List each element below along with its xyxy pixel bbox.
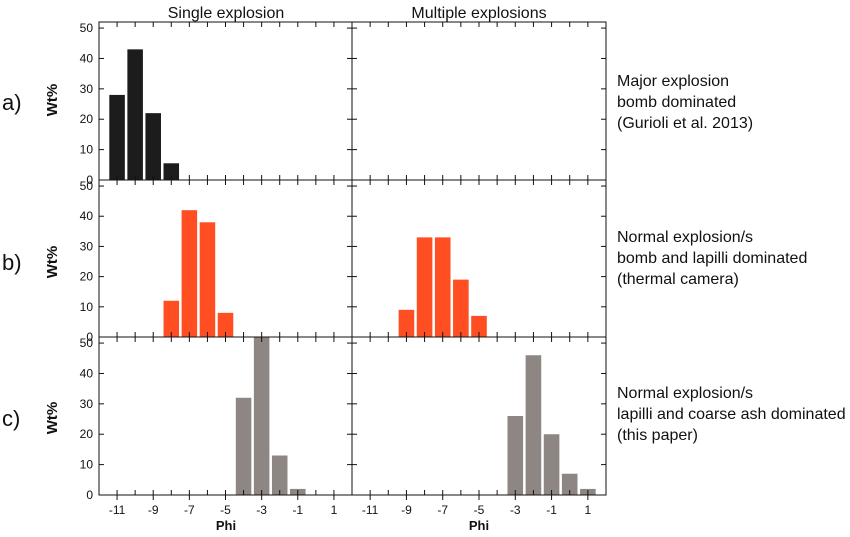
bar [127, 49, 143, 180]
y-axis-label-c: Wt% [44, 402, 61, 435]
y-axis-label-a: Wt% [44, 84, 61, 117]
bar [217, 312, 234, 337]
bar [145, 113, 161, 180]
y-tick-label: 30 [80, 397, 94, 411]
y-tick-label: 0 [86, 488, 93, 502]
x-tick-label: -3 [510, 503, 521, 517]
description-b-line-3: (thermal camera) [617, 271, 739, 288]
y-tick-label: 0 [86, 330, 93, 344]
bar [163, 300, 180, 337]
y-tick-label: 30 [80, 82, 94, 96]
description-c-line-2: lapilli and coarse ash dominated [617, 406, 846, 423]
y-tick-label: 20 [80, 112, 94, 126]
bar [471, 315, 487, 337]
x-tick-label: 1 [585, 503, 592, 517]
bar [163, 163, 180, 180]
x-tick-label: -9 [401, 503, 412, 517]
x-tick-label: -7 [184, 503, 195, 517]
row-label-b: b) [2, 250, 22, 275]
description-c-line-1: Normal explosion/s [617, 385, 753, 402]
x-tick-label: -5 [220, 503, 231, 517]
panel-c-multiple: -11 -9 -7 -5 -3 -1 1 [351, 336, 607, 517]
bar [561, 473, 578, 495]
description-c: Normal explosion/s lapilli and coarse as… [617, 385, 846, 444]
bar [398, 309, 415, 337]
panel-frame [98, 336, 353, 496]
x-axis-label-single: Phi [216, 518, 236, 533]
y-tick-label: 50 [80, 336, 94, 350]
description-c-line-3: (this paper) [617, 427, 698, 444]
description-a: Major explosion bomb dominated (Gurioli … [617, 73, 753, 132]
x-tick-label: -11 [109, 503, 126, 517]
bar [416, 237, 433, 337]
y-tick-label: 40 [80, 51, 94, 65]
bar [507, 416, 524, 495]
bar [543, 434, 560, 495]
description-b: Normal explosion/s bomb and lapilli domi… [617, 229, 807, 288]
x-tick-label: -11 [362, 503, 379, 517]
y-axis-label-b: Wt% [44, 246, 61, 279]
description-b-line-2: bomb and lapilli dominated [617, 250, 807, 267]
x-tick-label: -7 [437, 503, 448, 517]
row-label-c: c) [2, 406, 20, 431]
description-b-line-1: Normal explosion/s [617, 229, 753, 246]
x-tick-label: 1 [331, 503, 338, 517]
bar [253, 337, 270, 495]
y-tick-label: 40 [80, 209, 94, 223]
bar [525, 355, 542, 495]
panel-a-single: 0 10 20 30 40 50 [80, 21, 353, 187]
column-title-single: Single explosion [168, 5, 285, 22]
x-tick-label: -1 [546, 503, 557, 517]
bar [453, 279, 469, 337]
x-tick-label: -1 [292, 503, 303, 517]
y-tick-label: 20 [80, 270, 94, 284]
y-tick-label: 0 [86, 173, 93, 187]
y-tick-label: 10 [80, 300, 94, 314]
bar [109, 94, 125, 180]
panel-b-multiple [351, 179, 607, 338]
bar [434, 237, 451, 337]
y-tick-label: 50 [80, 21, 94, 35]
bar [181, 210, 198, 337]
panel-frame [351, 179, 607, 338]
bar [199, 222, 216, 337]
y-tick-label: 10 [80, 458, 94, 472]
x-axis-label-multiple: Phi [469, 518, 489, 533]
description-a-line-1: Major explosion [617, 73, 729, 90]
bar [235, 397, 252, 495]
panel-frame [351, 336, 607, 496]
row-label-a: a) [2, 90, 22, 115]
description-a-line-3: (Gurioli et al. 2013) [617, 115, 753, 132]
bar [271, 455, 288, 495]
y-tick-label: 40 [80, 366, 94, 380]
panel-a-multiple [351, 21, 607, 181]
x-tick-label: -9 [148, 503, 159, 517]
y-tick-label: 20 [80, 427, 94, 441]
y-tick-label: 30 [80, 239, 94, 253]
panel-frame [351, 21, 607, 181]
description-a-line-2: bomb dominated [617, 94, 736, 111]
y-tick-label: 10 [80, 143, 94, 157]
column-title-multiple: Multiple explosions [411, 5, 546, 22]
panel-b-single: 0 10 20 30 40 50 [80, 179, 353, 344]
x-tick-label: -3 [256, 503, 267, 517]
y-tick-label: 50 [80, 179, 94, 193]
x-tick-label: -5 [474, 503, 485, 517]
